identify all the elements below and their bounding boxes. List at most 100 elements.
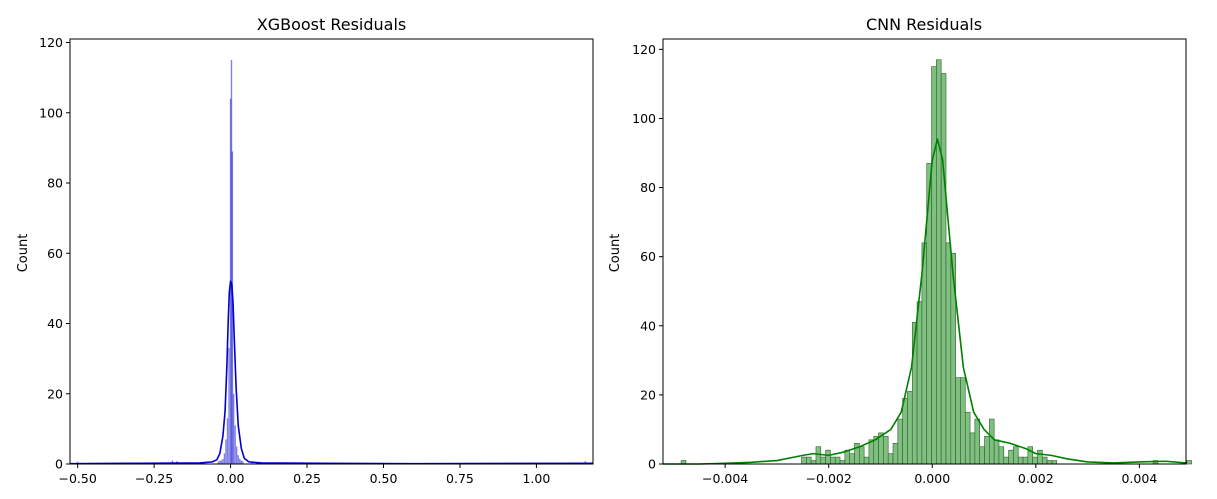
histogram-bar xyxy=(960,377,966,465)
histogram-bar xyxy=(868,439,875,465)
histogram-bar xyxy=(222,459,224,464)
histogram-bars xyxy=(76,60,587,465)
histogram-bar xyxy=(1051,460,1058,465)
histogram-bar xyxy=(825,449,831,465)
kde-curve xyxy=(663,138,1187,465)
histogram-bar xyxy=(969,432,976,465)
histogram-bar xyxy=(859,446,865,465)
histogram-bar xyxy=(1046,460,1053,465)
histogram-bar xyxy=(989,418,995,465)
histogram-bar xyxy=(815,446,822,465)
histogram-bar xyxy=(239,458,241,464)
histogram-bar xyxy=(945,242,952,465)
y-tick-label: 20 xyxy=(47,386,63,401)
histogram-bar xyxy=(234,425,236,464)
histogram-bar xyxy=(230,60,233,464)
histogram-bar xyxy=(830,456,836,465)
histogram-bar xyxy=(237,455,239,464)
histogram-bar xyxy=(225,439,227,464)
histogram-bar xyxy=(1037,449,1043,465)
y-tick-label: 0 xyxy=(55,457,63,472)
x-tick-label: −0.002 xyxy=(806,471,852,486)
histogram-bars xyxy=(680,59,1192,465)
plot-frame xyxy=(69,38,594,465)
histogram-bar xyxy=(232,393,235,464)
histogram-bar xyxy=(810,460,817,465)
histogram-bar xyxy=(984,436,990,465)
histogram-bar xyxy=(223,453,226,464)
chart-title: XGBoost Residuals xyxy=(257,15,407,34)
x-axis-ticks: −0.004 −0.002 0.000 0.002 0.004 xyxy=(702,464,1157,486)
y-tick-label: 20 xyxy=(640,387,656,402)
x-tick-label: −0.50 xyxy=(58,471,96,486)
x-axis-ticks: −0.50 −0.25 0.00 0.25 0.50 0.75 1.00 xyxy=(58,464,550,486)
histogram-bar xyxy=(220,460,223,464)
histogram-bar xyxy=(806,456,812,465)
x-tick-label: 1.00 xyxy=(522,471,550,486)
histogram-bar xyxy=(883,436,889,465)
histogram-bar xyxy=(936,59,942,465)
histogram-bar xyxy=(993,439,1000,465)
histogram-bar xyxy=(931,66,937,465)
histogram-bar xyxy=(921,242,928,465)
histogram-bar xyxy=(887,453,894,465)
histogram-bar xyxy=(217,461,220,464)
y-tick-label: 100 xyxy=(39,105,63,120)
y-tick-label: 40 xyxy=(47,316,63,331)
histogram-bar xyxy=(834,456,841,465)
histogram-bar xyxy=(897,418,903,465)
histogram-bar xyxy=(974,418,981,465)
histogram-bar xyxy=(849,453,855,465)
histogram-bar xyxy=(1022,456,1029,465)
y-axis-ticks: 0 20 40 60 80 100 120 xyxy=(632,42,663,472)
histogram-bar xyxy=(1186,460,1192,465)
x-tick-label: 0.25 xyxy=(293,471,321,486)
histogram-bar xyxy=(863,456,870,465)
y-tick-label: 0 xyxy=(648,457,656,472)
y-tick-label: 120 xyxy=(632,42,656,57)
y-tick-label: 40 xyxy=(640,318,656,333)
x-tick-label: 0.50 xyxy=(370,471,398,486)
histogram-bar xyxy=(902,398,908,465)
histogram-bar xyxy=(839,460,846,465)
x-tick-label: −0.25 xyxy=(135,471,173,486)
histogram-bar xyxy=(1042,456,1048,465)
histogram-bar xyxy=(801,456,807,465)
histogram-bar xyxy=(1017,456,1024,465)
histogram-bar xyxy=(1003,456,1009,465)
histogram-bar xyxy=(228,348,230,464)
y-axis-ticks: 0 20 40 60 80 100 120 xyxy=(39,35,70,472)
histogram-bar xyxy=(964,411,971,465)
histogram-bar xyxy=(242,461,244,464)
histogram-bar xyxy=(979,446,985,465)
histogram-bar xyxy=(1013,446,1019,465)
histogram-bar xyxy=(226,418,229,464)
x-tick-label: 0.000 xyxy=(914,471,950,486)
histogram-bar xyxy=(955,377,961,465)
y-tick-label: 80 xyxy=(47,176,63,191)
histogram-bar xyxy=(171,460,174,464)
histogram-bar xyxy=(907,391,913,465)
x-tick-label: 0.004 xyxy=(1121,471,1157,486)
chart-title: CNN Residuals xyxy=(866,15,982,34)
plot-frame xyxy=(662,38,1187,465)
histogram-bar xyxy=(916,301,923,465)
x-tick-label: 0.75 xyxy=(446,471,474,486)
x-tick-label: −0.004 xyxy=(702,471,748,486)
histogram-bar xyxy=(235,446,238,464)
kde-line xyxy=(69,280,594,465)
histogram-bar xyxy=(998,446,1005,465)
histogram-bar xyxy=(820,456,826,465)
cnn-residuals-panel: CNN Residuals Count −0.004 −0.002 0.000 0.0… xyxy=(608,15,1192,486)
y-axis-label: Count xyxy=(16,234,31,273)
y-tick-label: 60 xyxy=(47,246,63,261)
histogram-bar xyxy=(1008,449,1014,465)
xgboost-residuals-panel: XGBoost Residuals Count −0.50 −0.25 0.00 0.… xyxy=(16,15,594,486)
histogram-bar xyxy=(219,460,221,464)
y-tick-label: 100 xyxy=(632,111,656,126)
y-tick-label: 60 xyxy=(640,249,656,264)
y-tick-label: 80 xyxy=(640,180,656,195)
x-tick-label: 0.00 xyxy=(217,471,245,486)
kde-curve xyxy=(69,280,594,465)
